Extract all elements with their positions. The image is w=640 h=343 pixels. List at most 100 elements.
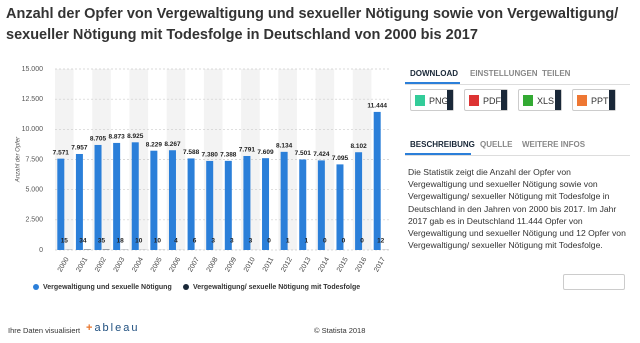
y-axis-title: Anzahl der Opfer (16, 136, 22, 183)
value-label: 7.424 (313, 151, 330, 158)
button[interactable]: PNG (410, 89, 454, 111)
bar (317, 160, 325, 250)
value-label: 7.791 (239, 147, 256, 154)
chart: 0 2.500 5.000 7.500 10.000 12.500 15.000 Anzahl… (16, 66, 390, 291)
value-label: 34 (79, 238, 87, 245)
x-tick-label: 2002 (94, 256, 108, 273)
bar (355, 152, 363, 250)
value-label: 11.444 (367, 103, 387, 110)
legend-label: Vergewaltigung und sexuelle Nötigung (43, 284, 172, 291)
x-tick-label: 2001 (75, 256, 89, 273)
value-label: 0 (342, 238, 346, 245)
y-tick-label: 0 (39, 247, 43, 254)
bar (206, 160, 214, 250)
x-tick-label: 2015 (336, 256, 350, 273)
bar (373, 111, 381, 251)
value-label: 15 (61, 238, 69, 245)
legend-marker (33, 284, 39, 290)
bar (299, 159, 307, 250)
y-tick-label: 5.000 (25, 187, 43, 194)
value-label: 8.102 (350, 143, 367, 150)
value-label: 12 (377, 238, 385, 245)
tab[interactable]: EINSTELLUNGEN (470, 69, 538, 78)
bar (280, 151, 288, 250)
value-label: 0 (360, 238, 364, 245)
x-tick-label: 2010 (243, 256, 257, 273)
y-tick-label: 2.500 (25, 217, 43, 224)
value-label: 4 (174, 238, 178, 245)
x-tick-label: 2017 (373, 256, 387, 273)
value-label: 7.380 (202, 152, 219, 159)
tab[interactable]: WEITERE INFOS (522, 140, 586, 149)
value-label: 8.873 (108, 134, 125, 141)
brand-text: ableau (94, 322, 140, 334)
value-label: 7.095 (332, 155, 349, 162)
bar (94, 144, 102, 250)
value-label: 8.925 (127, 133, 144, 140)
button[interactable]: XLS (518, 89, 562, 111)
description: Die Statistik zeigt die Anzahl der Opfer… (408, 167, 626, 251)
value-label: 0 (323, 238, 327, 245)
value-label: 0 (267, 238, 271, 245)
value-label: 7.388 (220, 152, 237, 159)
x-tick-label: 2013 (299, 256, 313, 273)
bar (168, 150, 176, 250)
y-tick-label: 10.000 (22, 126, 44, 133)
value-label: 8.705 (90, 136, 107, 143)
x-tick-label: 2000 (57, 256, 71, 273)
value-label: 10 (135, 238, 143, 245)
value-label: 3 (211, 238, 215, 245)
value-label: 10 (154, 238, 162, 245)
button-label: PPT (591, 96, 609, 106)
x-tick-label: 2011 (262, 256, 276, 273)
bar (243, 155, 251, 250)
x-tick-label: 2005 (150, 256, 164, 273)
value-label: 8.229 (146, 141, 163, 148)
button[interactable]: PPT (572, 89, 616, 111)
x-tick-label: 2007 (187, 256, 201, 273)
bar (336, 164, 344, 250)
y-tick-label: 12.500 (22, 96, 44, 103)
value-label: 3 (230, 238, 234, 245)
tab[interactable]: QUELLE (480, 140, 513, 149)
value-label: 18 (117, 238, 125, 245)
bar (113, 142, 121, 250)
x-tick-label: 2012 (280, 256, 294, 273)
x-tick-label: 2004 (131, 256, 145, 273)
button[interactable]: PDF (464, 89, 508, 111)
icon-buttons[interactable] (563, 274, 625, 290)
bar (131, 142, 139, 250)
value-label: 7.588 (183, 149, 200, 156)
footer-text: Ihre Daten visualisiert (8, 326, 81, 335)
bar (57, 158, 65, 250)
value-label: 1 (304, 238, 308, 245)
button-label: PNG (429, 96, 449, 106)
tab[interactable]: TEILEN (542, 69, 571, 78)
x-tick-label: 2003 (113, 256, 127, 273)
value-label: 6 (193, 238, 197, 245)
value-label: 3 (249, 238, 253, 245)
value-label: 7.571 (53, 149, 70, 156)
copyright: © Statista 2018 (314, 326, 366, 335)
tab[interactable]: BESCHREIBUNG (410, 140, 475, 149)
legend-marker (183, 284, 189, 290)
legend-label: Vergewaltigung/ sexuelle Nötigung mit To… (193, 284, 360, 291)
tab[interactable]: DOWNLOAD (410, 69, 458, 78)
divider (405, 84, 630, 85)
bar (187, 158, 195, 250)
value-label: 8.267 (164, 141, 181, 148)
chart-title: Anzahl der Opfer von Vergewaltigung und … (6, 6, 619, 43)
button-label: XLS (537, 96, 555, 106)
value-label: 7.957 (71, 145, 88, 152)
y-tick-label: 15.000 (22, 66, 44, 73)
value-label: 8.134 (276, 143, 293, 150)
x-tick-label: 2016 (355, 256, 369, 273)
value-label: 1 (286, 238, 290, 245)
button-label: PDF (483, 96, 501, 106)
bar (75, 153, 83, 250)
x-tick-label: 2009 (224, 256, 238, 273)
bar (224, 160, 232, 250)
bar (150, 150, 158, 250)
x-tick-label: 2014 (317, 256, 331, 273)
